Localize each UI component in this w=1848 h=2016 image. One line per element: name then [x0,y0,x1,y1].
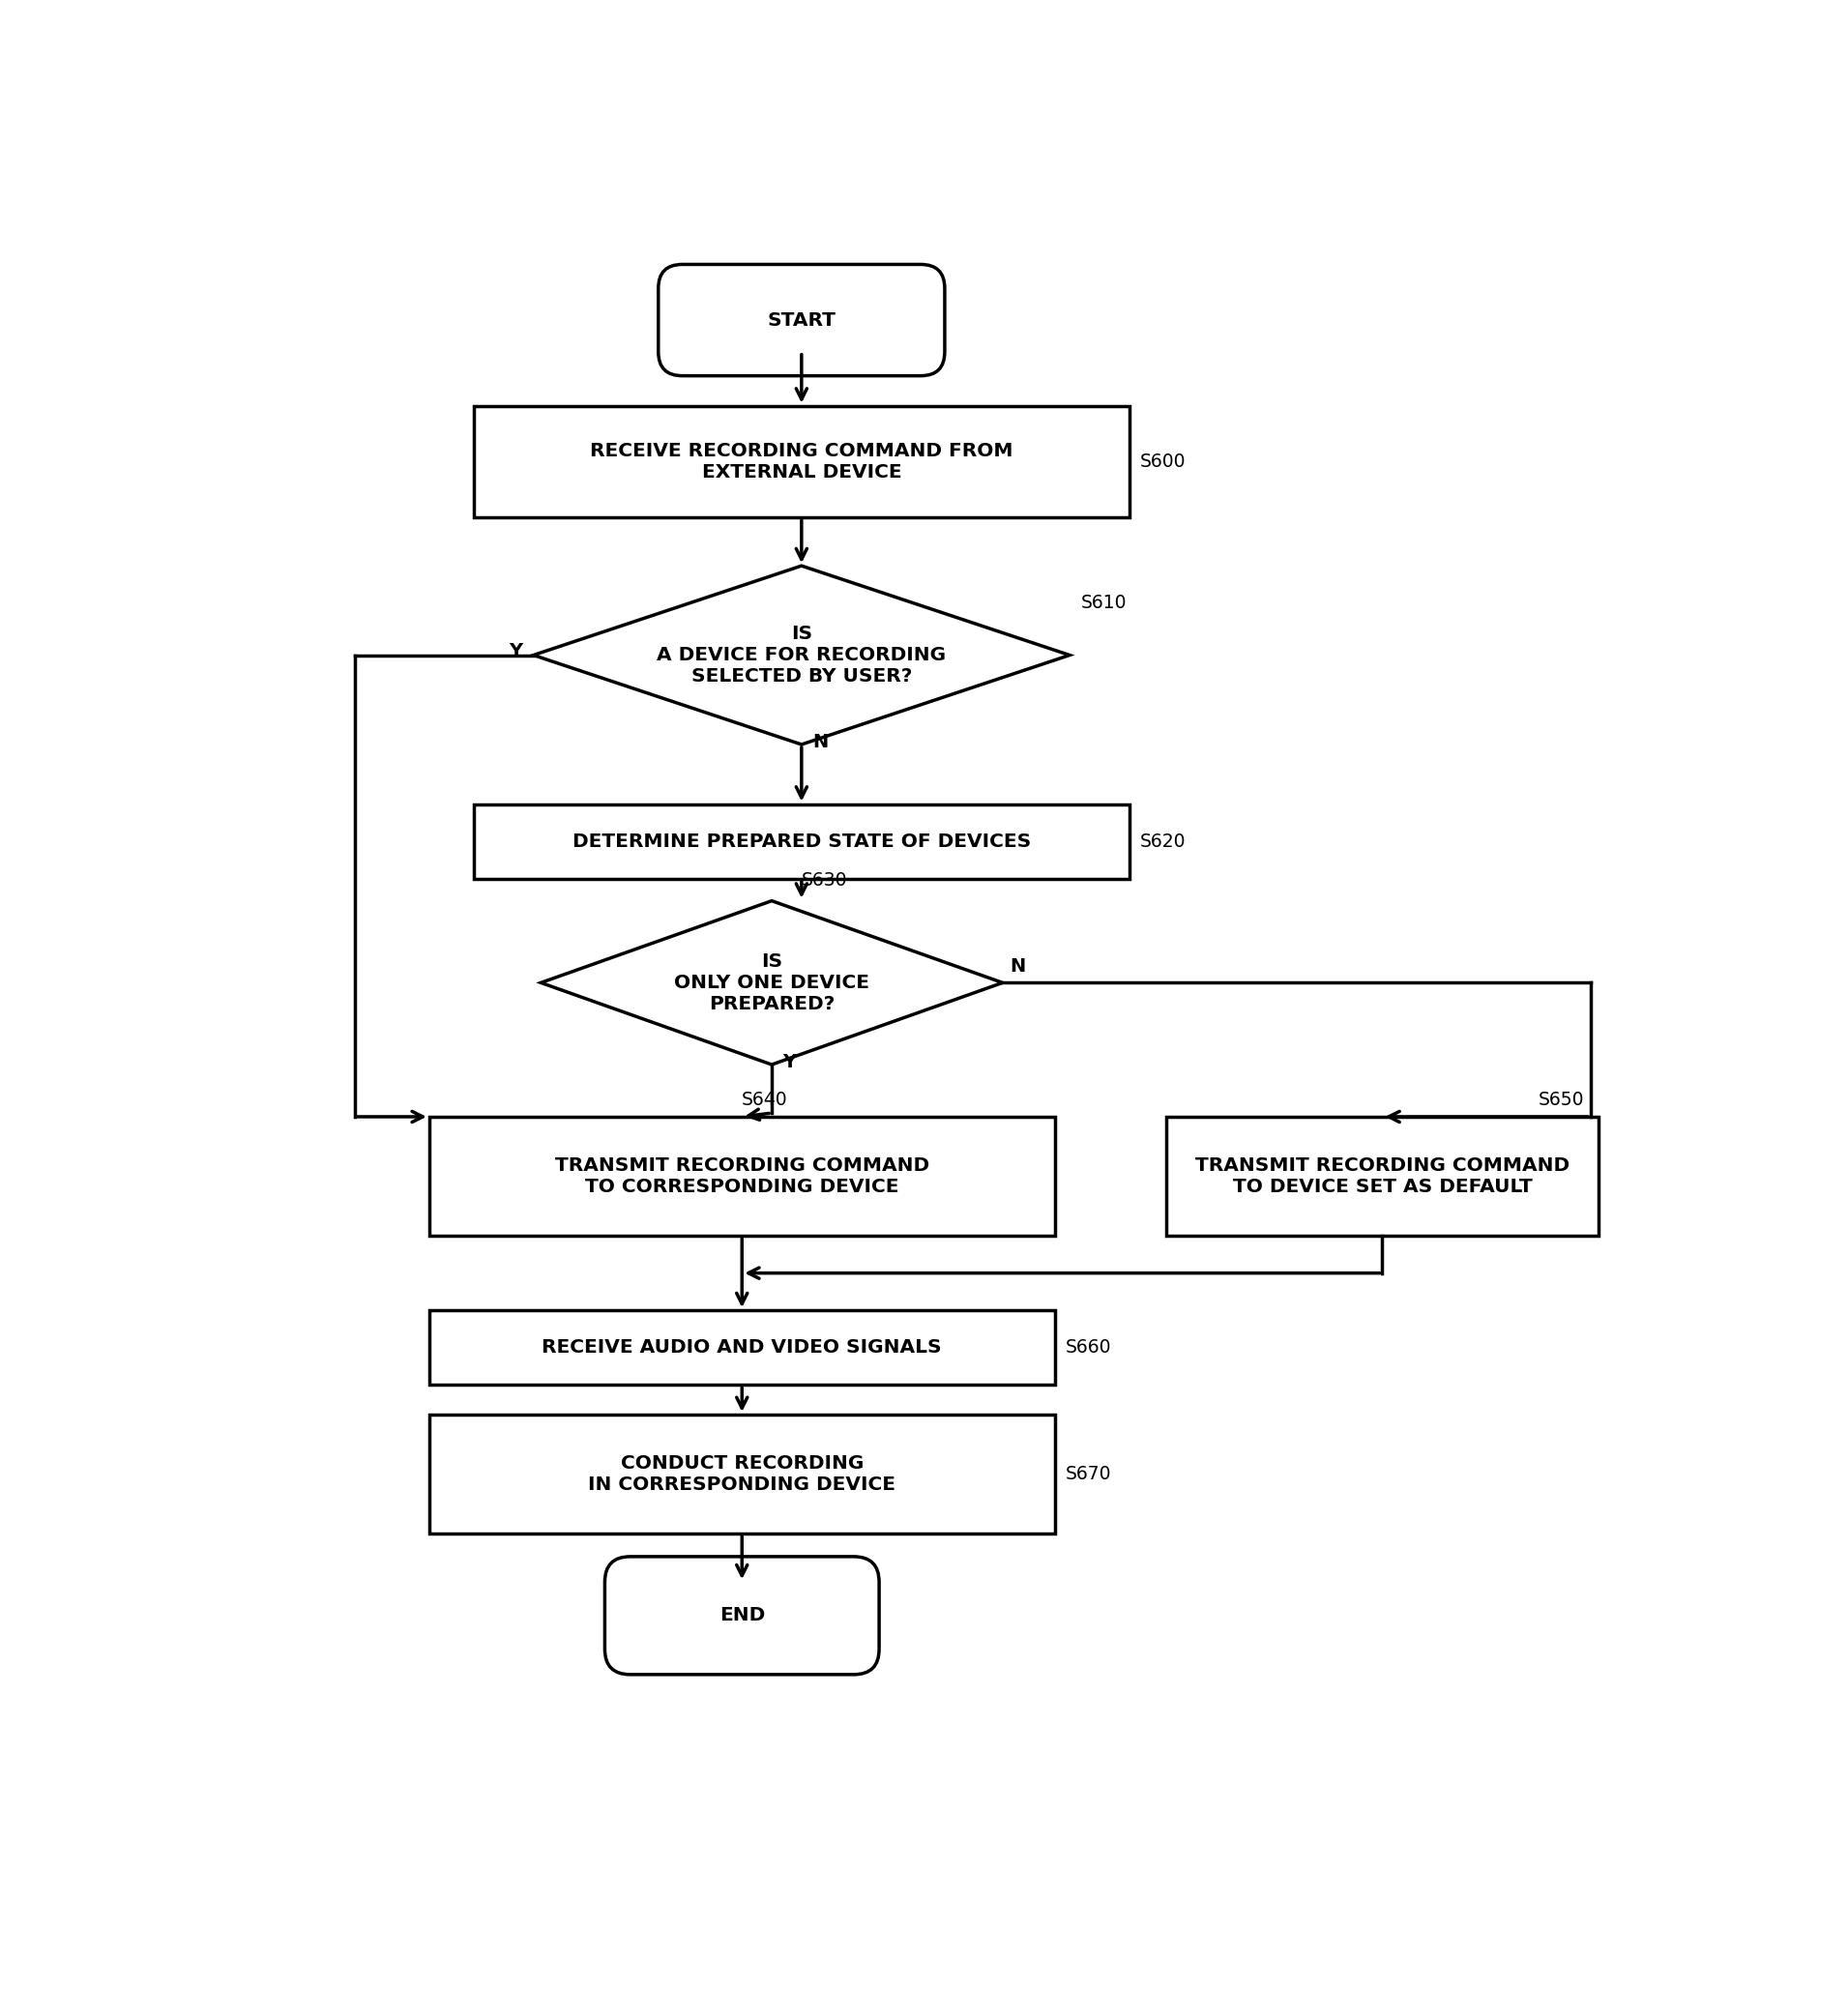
Text: Y: Y [784,1054,796,1073]
Text: START: START [767,310,835,329]
Text: N: N [1011,958,1026,976]
Text: TRANSMIT RECORDING COMMAND
TO DEVICE SET AS DEFAULT: TRANSMIT RECORDING COMMAND TO DEVICE SET… [1196,1157,1569,1195]
Text: S650: S650 [1538,1091,1584,1109]
Text: DETERMINE PREPARED STATE OF DEVICES: DETERMINE PREPARED STATE OF DEVICES [573,833,1031,851]
Polygon shape [534,566,1070,744]
Text: IS
A DEVICE FOR RECORDING
SELECTED BY USER?: IS A DEVICE FOR RECORDING SELECTED BY US… [656,625,946,685]
Bar [473,405,1129,518]
Bar [429,1117,1055,1236]
Text: TRANSMIT RECORDING COMMAND
TO CORRESPONDING DEVICE: TRANSMIT RECORDING COMMAND TO CORRESPOND… [554,1157,930,1195]
Text: N: N [813,734,828,752]
Text: S610: S610 [1081,595,1127,613]
Text: RECEIVE RECORDING COMMAND FROM
EXTERNAL DEVICE: RECEIVE RECORDING COMMAND FROM EXTERNAL … [590,442,1013,482]
Polygon shape [541,901,1003,1064]
Bar [1166,1117,1599,1236]
Text: S630: S630 [802,871,848,889]
FancyBboxPatch shape [658,264,944,375]
Bar [429,1310,1055,1385]
Bar [473,804,1129,879]
Text: Y: Y [508,643,523,661]
Text: S670: S670 [1066,1466,1112,1484]
Text: S620: S620 [1140,833,1186,851]
Text: S600: S600 [1140,452,1186,472]
Text: RECEIVE AUDIO AND VIDEO SIGNALS: RECEIVE AUDIO AND VIDEO SIGNALS [541,1339,942,1357]
Text: S660: S660 [1066,1339,1112,1357]
Text: S640: S640 [741,1091,787,1109]
Text: CONDUCT RECORDING
IN CORRESPONDING DEVICE: CONDUCT RECORDING IN CORRESPONDING DEVIC… [588,1454,896,1494]
FancyBboxPatch shape [604,1556,880,1675]
Bar [429,1415,1055,1534]
Text: IS
ONLY ONE DEVICE
PREPARED?: IS ONLY ONE DEVICE PREPARED? [675,952,869,1014]
Text: END: END [719,1607,765,1625]
